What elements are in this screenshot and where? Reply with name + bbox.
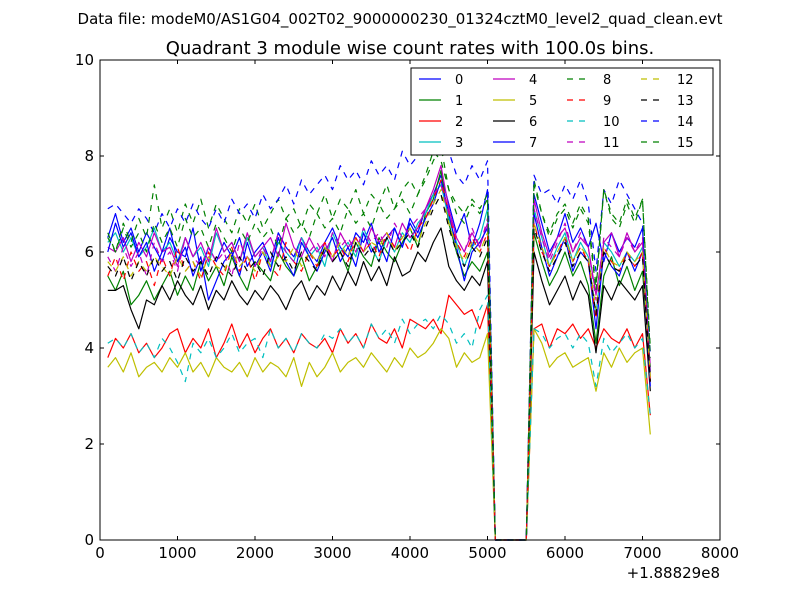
y-tick-label: 6 [84,243,94,261]
legend-label-5: 5 [529,94,537,109]
x-tick-label: 7000 [623,544,661,562]
x-tick-label: 1000 [158,544,196,562]
x-offset-label: +1.88829e8 [627,564,720,582]
y-tick-label: 4 [84,339,94,357]
legend-label-8: 8 [603,73,611,88]
series-line-4 [107,165,651,541]
series-line-1 [107,169,651,541]
legend-label-1: 1 [455,94,463,109]
chart-suptitle: Data file: modeM0/AS1G04_002T02_90000002… [78,10,723,29]
legend-label-11: 11 [603,136,620,151]
series-line-13 [107,193,651,541]
legend-label-7: 7 [529,136,537,151]
series-line-15 [107,145,651,541]
y-tick-label: 0 [84,531,94,549]
x-tick-label: 3000 [313,544,351,562]
y-tick-label: 2 [84,435,94,453]
legend-box [410,67,714,156]
series-line-12 [107,189,651,541]
legend-label-9: 9 [603,94,611,109]
x-tick-label: 0 [95,544,105,562]
legend-label-0: 0 [455,73,463,88]
legend-label-4: 4 [529,73,537,88]
x-tick-label: 2000 [236,544,274,562]
x-tick-label: 6000 [546,544,584,562]
series-line-6 [107,227,651,541]
legend-label-12: 12 [677,73,694,88]
series-line-2 [107,294,651,541]
series-line-14 [107,97,651,541]
series-line-0 [107,174,651,541]
series-line-11 [107,184,651,541]
x-tick-label: 8000 [701,544,739,562]
legend-label-3: 3 [455,136,463,151]
legend-label-6: 6 [529,115,537,130]
legend-label-13: 13 [677,94,694,109]
series-line-8 [107,150,651,541]
y-tick-label: 10 [75,51,94,69]
legend-label-2: 2 [455,115,463,130]
chart-title: Quadrant 3 module wise count rates with … [166,38,655,59]
x-tick-label: 5000 [468,544,506,562]
series-line-5 [107,328,651,541]
y-tick-label: 8 [84,147,94,165]
series-layer [107,97,651,541]
series-line-10 [107,294,651,541]
legend-label-15: 15 [677,136,694,151]
x-tick-label: 4000 [391,544,429,562]
legend-label-10: 10 [603,115,620,130]
legend-label-14: 14 [677,115,694,130]
